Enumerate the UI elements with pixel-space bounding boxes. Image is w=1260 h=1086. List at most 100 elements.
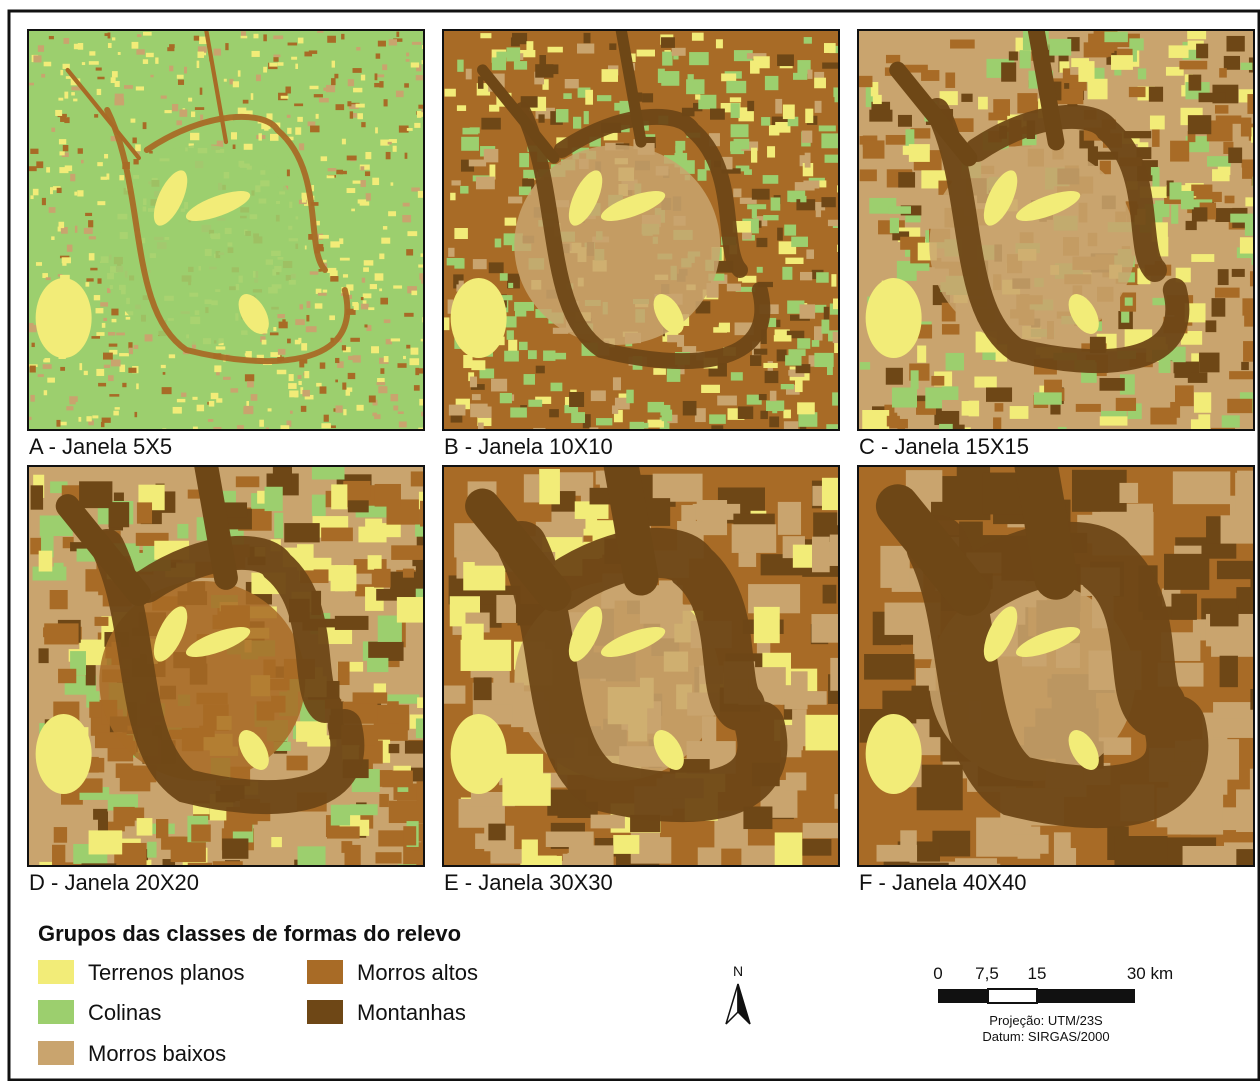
map-patch	[800, 304, 816, 318]
map-patch	[591, 390, 606, 401]
map-patch	[330, 241, 339, 247]
map-patch	[759, 394, 767, 400]
map-patch	[259, 133, 262, 140]
map-patch	[93, 809, 107, 820]
map-patch	[102, 323, 106, 328]
flat-blob	[36, 278, 92, 358]
map-patch	[169, 354, 175, 358]
map-patch	[1191, 254, 1214, 262]
map-patch	[1219, 68, 1227, 77]
map-patch	[177, 524, 188, 538]
map-patch	[609, 43, 616, 50]
map-patch	[244, 406, 254, 413]
map-patch	[484, 149, 499, 162]
map-patch	[347, 156, 357, 161]
map-patch	[539, 469, 560, 504]
map-patch	[807, 70, 812, 79]
map-patch	[365, 152, 371, 159]
map-patch	[642, 93, 653, 102]
map-patch	[119, 353, 129, 356]
map-patch	[65, 165, 72, 171]
map-patch	[59, 222, 65, 228]
map-patch	[731, 372, 743, 380]
legend-label: Morros baixos	[88, 1041, 226, 1066]
map-patch	[131, 119, 136, 123]
map-patch	[1229, 371, 1254, 379]
map-patch	[356, 405, 363, 411]
map-panel	[858, 30, 1260, 443]
map-patch	[358, 527, 386, 543]
map-patch	[290, 411, 293, 414]
map-patch	[774, 335, 792, 341]
map-patch	[137, 818, 153, 836]
map-patch	[450, 193, 455, 200]
map-patch	[287, 128, 291, 134]
map-patch	[97, 162, 103, 166]
map-patch	[29, 417, 32, 420]
map-patch	[354, 303, 359, 310]
map-patch	[86, 278, 93, 281]
map-patch	[602, 69, 618, 82]
map-patch	[804, 37, 812, 44]
map-patch	[342, 139, 346, 145]
map-patch	[524, 374, 535, 385]
map-patch	[361, 122, 365, 127]
map-patch	[181, 393, 186, 397]
map-patch	[374, 83, 380, 87]
map-patch	[101, 422, 105, 427]
map-patch	[648, 420, 664, 428]
map-patch	[396, 91, 404, 98]
map-patch	[417, 111, 421, 118]
map-patch	[191, 824, 210, 841]
map-patch	[889, 206, 911, 214]
map-patch	[584, 33, 591, 43]
map-patch	[95, 617, 109, 626]
map-patch	[244, 144, 253, 150]
map-patch	[1226, 36, 1244, 52]
map-patch	[251, 394, 258, 401]
map-patch	[942, 324, 959, 334]
map-patch	[245, 353, 251, 356]
map-patch	[416, 75, 423, 80]
map-patch	[287, 756, 308, 771]
map-patch	[55, 110, 62, 116]
map-patch	[50, 590, 68, 609]
map-patch	[298, 381, 301, 385]
map-patch	[444, 317, 450, 330]
map-patch	[637, 50, 655, 57]
map-patch	[444, 686, 466, 704]
map-patch	[36, 262, 42, 266]
map-patch	[134, 345, 139, 349]
map-patch	[822, 62, 839, 68]
map-patch	[769, 416, 779, 427]
map-patch	[108, 332, 115, 336]
map-patch	[536, 366, 545, 374]
map-patch	[763, 363, 777, 368]
map-patch	[800, 272, 812, 280]
map-patch	[156, 819, 168, 838]
map-patch	[597, 95, 611, 101]
map-patch	[42, 273, 48, 278]
map-patch	[767, 146, 775, 157]
map-patch	[297, 117, 303, 122]
map-patch	[412, 42, 421, 45]
map-patch	[216, 346, 226, 349]
map-patch	[284, 523, 319, 542]
map-patch	[1009, 51, 1018, 60]
map-patch	[63, 145, 69, 151]
map-patch	[330, 276, 338, 282]
map-patch	[321, 156, 327, 161]
map-patch	[753, 56, 769, 68]
map-patch	[30, 395, 34, 402]
map-patch	[1211, 621, 1260, 657]
map-patch	[363, 293, 372, 298]
map-patch	[288, 43, 298, 46]
map-patch	[463, 562, 505, 590]
map-patch	[988, 113, 1007, 121]
map-patch	[747, 101, 754, 111]
map-patch	[993, 417, 1001, 430]
map-patch	[784, 225, 796, 236]
map-patch	[252, 51, 260, 57]
map-patch	[828, 220, 839, 226]
map-patch	[1164, 554, 1209, 590]
